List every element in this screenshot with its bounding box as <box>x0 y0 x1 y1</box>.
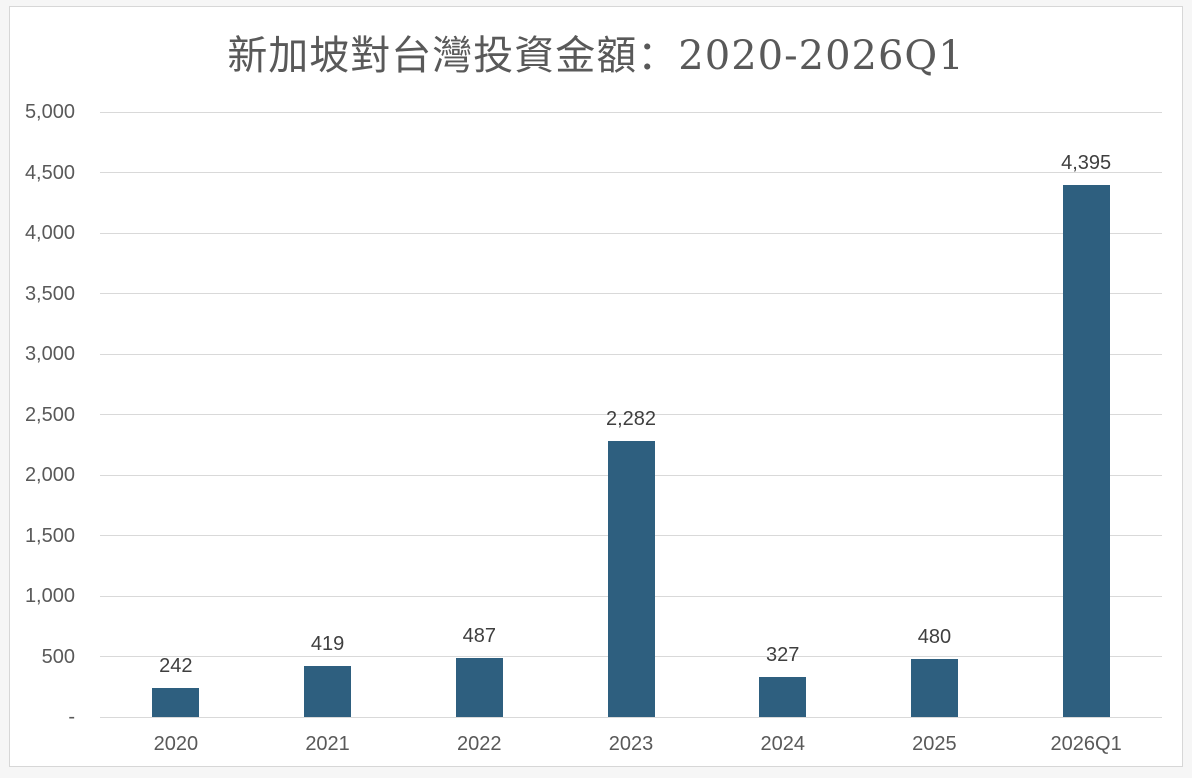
y-axis-tick-label: 4,500 <box>24 161 75 184</box>
x-axis-category-label: 2023 <box>608 733 654 755</box>
bar-2020 <box>152 687 200 717</box>
y-axis-tick-label: 3,500 <box>24 282 75 305</box>
y-axis-tick-label: 2,500 <box>24 403 75 426</box>
gridline <box>100 232 1162 234</box>
x-axis-category-label: 2024 <box>760 733 805 755</box>
y-axis-tick-label: 1,000 <box>24 585 75 607</box>
gridline <box>100 111 1162 113</box>
x-axis-category-label: 2022 <box>457 733 502 755</box>
y-axis-tick-label: 3,000 <box>24 343 75 365</box>
bar-value-label: 487 <box>462 625 496 648</box>
chart-canvas: 新加坡對台灣投資金額：2020-2026Q1 - 500 1,000 1,500 2,0… <box>9 6 1183 767</box>
y-axis-tick-label: 1,500 <box>24 524 75 547</box>
bar-value-label: 242 <box>159 654 193 677</box>
bar-2023 <box>607 440 655 717</box>
bar-value-label: 4,395 <box>1061 152 1112 175</box>
bar-2025 <box>910 658 958 717</box>
bar-2021 <box>304 666 352 717</box>
y-axis-tick-label: 4,000 <box>24 222 75 244</box>
plot-area: - 500 1,000 1,500 2,000 2,500 3,000 3,500 4,000 4… <box>25 101 1162 755</box>
bar-2022 <box>455 658 503 717</box>
x-axis-category-label: 2026Q1 <box>1050 733 1122 755</box>
bar-value-label: 419 <box>310 633 345 656</box>
x-axis-category-label: 2021 <box>305 733 350 755</box>
bar-2024 <box>759 677 807 717</box>
bar-2026Q1 <box>1062 185 1110 717</box>
gridline <box>100 353 1162 355</box>
gridline <box>100 172 1162 173</box>
bar-value-label: 480 <box>917 625 952 648</box>
gridline <box>100 414 1162 415</box>
bar-value-label: 2,282 <box>605 407 657 430</box>
x-axis-category-label: 2020 <box>153 733 199 755</box>
bar-value-label: 327 <box>766 644 800 667</box>
y-axis-tick-label: 2,000 <box>24 464 75 486</box>
gridline <box>100 293 1162 294</box>
x-axis-category-label: 2025 <box>912 733 957 755</box>
y-axis-tick-label: 5,000 <box>24 101 75 123</box>
gridline <box>100 716 1162 718</box>
chart-title: 新加坡對台灣投資金額：2020-2026Q1 <box>227 33 965 79</box>
y-axis-tick-label: - <box>68 706 75 728</box>
y-axis-tick-label: 500 <box>41 645 75 668</box>
